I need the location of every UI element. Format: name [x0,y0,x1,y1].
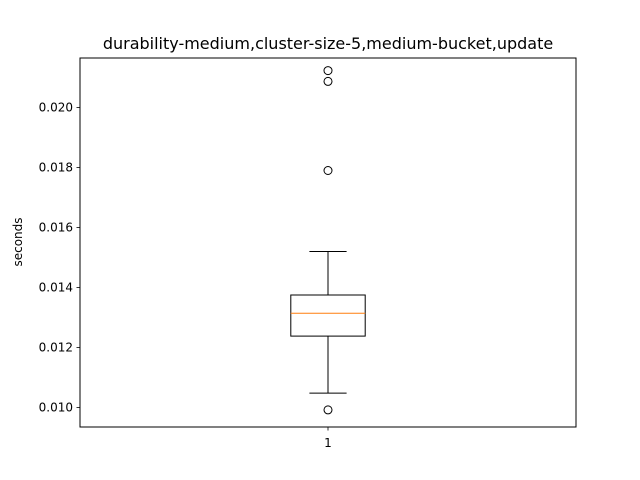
y-tick-label: 0.014 [39,281,73,295]
box-iqr [290,294,366,337]
y-tick-label: 0.018 [39,161,73,175]
y-tick-label: 0.020 [39,101,73,115]
y-tick-label: 0.010 [39,401,73,415]
chart-title: durability-medium,cluster-size-5,medium-… [103,34,553,53]
y-tick-label: 0.012 [39,341,73,355]
plot-area [290,66,366,415]
outlier-point [323,66,333,76]
y-axis-ticks: 0.010 0.012 0.014 0.016 0.018 0.020 [39,101,80,415]
outlier-point [323,405,333,415]
outlier-point [323,166,333,175]
x-tick-label: 1 [324,436,332,450]
outlier-point [323,76,333,86]
y-axis-label: seconds [11,217,25,266]
x-axis-ticks: 1 [324,427,332,450]
y-tick-label: 0.016 [39,221,73,235]
box-group [290,66,366,415]
